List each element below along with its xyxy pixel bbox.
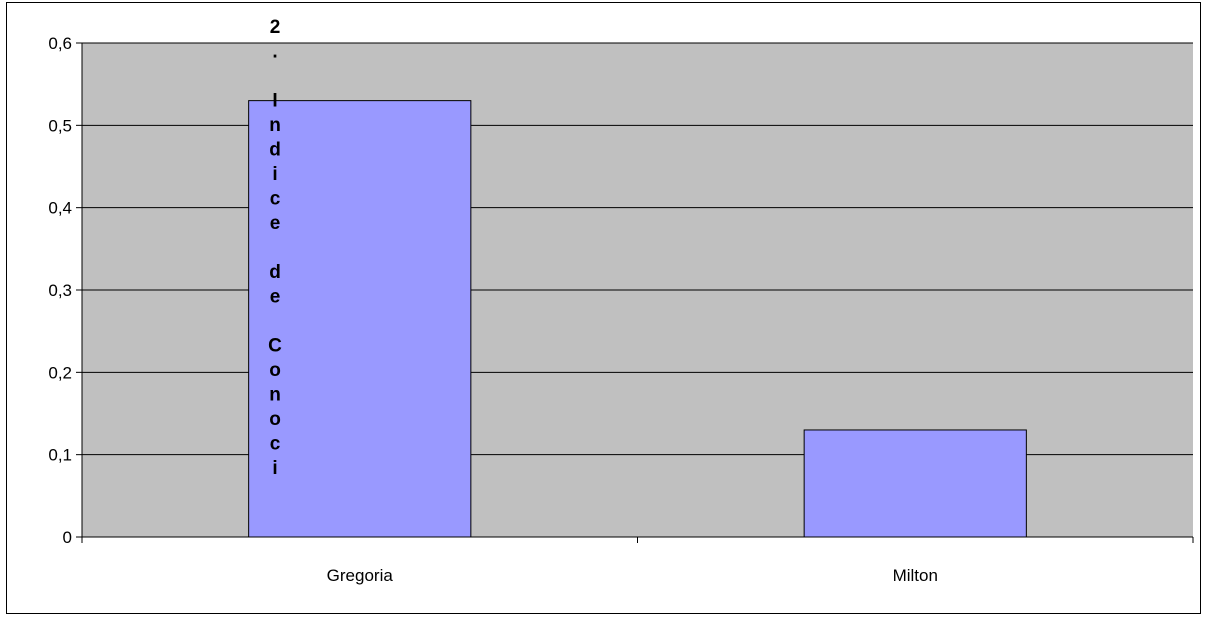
chart-title-char: c [270,434,281,455]
y-tick-label: 0,1 [48,446,72,465]
y-tick-label: 0,6 [48,34,72,53]
chart-title-char: e [270,287,281,308]
chart-title-char: C [268,336,282,357]
bar-milton [803,429,1027,538]
chart-title-char: e [270,213,281,234]
x-tick-label: Milton [893,566,938,585]
bars [248,100,1027,538]
x-tick-labels: Gregoria Milton [327,566,938,585]
chart-title-char: 2 [270,17,281,38]
chart-title-char: d [269,140,281,161]
y-tick-label: 0,5 [48,116,72,135]
x-tick-label: Gregoria [327,566,394,585]
chart-title-char: n [269,115,281,136]
bar-gregoria [248,100,472,538]
y-tick-labels: 0 0,1 0,2 0,3 0,4 0,5 0,6 [48,34,72,547]
chart-title-char: d [269,262,281,283]
axes [76,42,1194,543]
y-tick-label: 0,3 [48,281,72,300]
chart-title-char: n [269,385,281,406]
chart-title-char: i [272,458,277,479]
y-tick-label: 0,2 [48,363,72,382]
y-tick-label: 0,4 [48,199,72,218]
chart-title-char: o [269,409,281,430]
chart-title-char: I [272,91,277,112]
chart-title-char: . [272,42,277,63]
y-tick-label: 0 [63,528,72,547]
chart-title-char: i [272,164,277,185]
chart-title-char: c [270,189,281,210]
chart-title-char: o [269,360,281,381]
